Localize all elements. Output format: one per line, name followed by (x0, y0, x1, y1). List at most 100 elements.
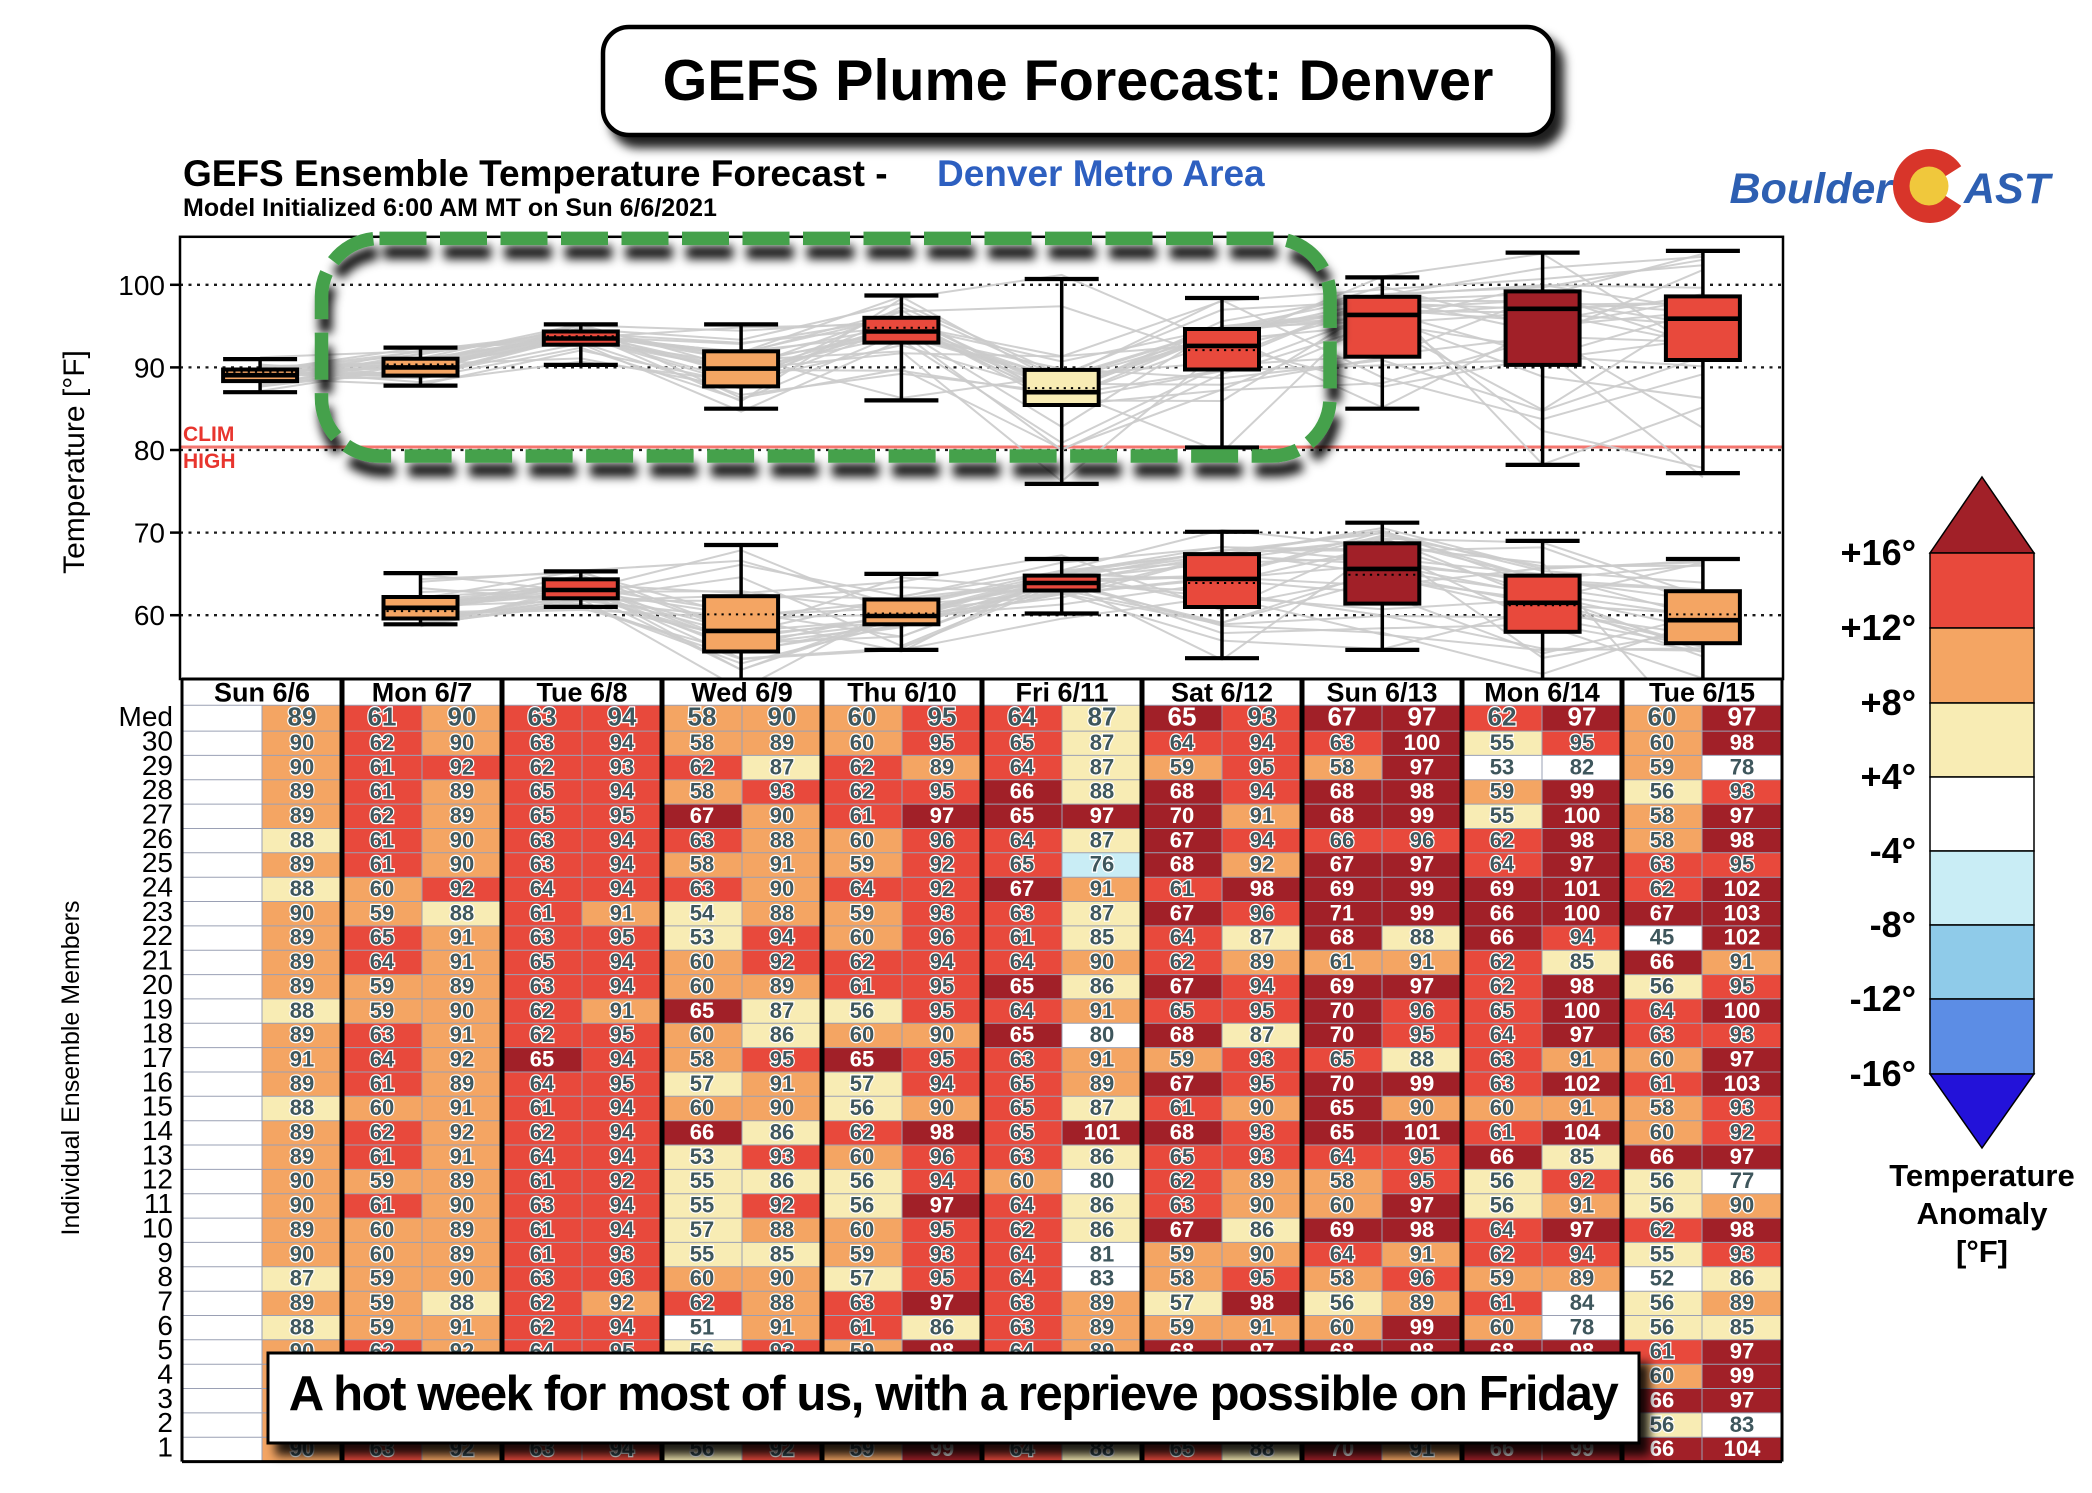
svg-text:94: 94 (1570, 1241, 1595, 1266)
svg-text:91: 91 (450, 925, 474, 950)
svg-text:60: 60 (690, 973, 714, 998)
svg-text:90: 90 (770, 1266, 794, 1291)
svg-text:90: 90 (290, 1168, 314, 1193)
svg-text:88: 88 (770, 1217, 794, 1242)
svg-text:92: 92 (610, 1290, 634, 1315)
svg-text:65: 65 (530, 803, 554, 828)
svg-text:60: 60 (1650, 1363, 1674, 1388)
svg-text:96: 96 (930, 827, 954, 852)
svg-text:65: 65 (1168, 702, 1197, 732)
svg-text:52: 52 (1650, 1266, 1674, 1291)
svg-text:89: 89 (290, 803, 314, 828)
svg-text:69: 69 (1490, 876, 1514, 901)
svg-text:104: 104 (1564, 1120, 1601, 1145)
svg-text:94: 94 (610, 1095, 635, 1120)
svg-text:66: 66 (1490, 925, 1514, 950)
svg-text:Sun 6/6: Sun 6/6 (214, 677, 310, 707)
svg-text:65: 65 (1010, 1071, 1034, 1096)
svg-text:60: 60 (370, 1095, 394, 1120)
svg-text:55: 55 (690, 1168, 714, 1193)
svg-text:94: 94 (610, 1120, 635, 1145)
svg-text:91: 91 (1090, 998, 1114, 1023)
svg-text:64: 64 (1008, 702, 1037, 732)
svg-text:97: 97 (1410, 1193, 1434, 1218)
svg-text:Boulder: Boulder (1730, 165, 1895, 213)
svg-text:-12°: -12° (1850, 978, 1916, 1019)
svg-text:97: 97 (1410, 754, 1434, 779)
svg-text:64: 64 (1330, 1144, 1355, 1169)
svg-text:90: 90 (290, 900, 314, 925)
svg-text:88: 88 (770, 1290, 794, 1315)
svg-text:93: 93 (1250, 1047, 1274, 1072)
svg-text:95: 95 (1730, 852, 1754, 877)
svg-text:94: 94 (610, 973, 635, 998)
svg-text:25: 25 (142, 847, 173, 878)
svg-text:55: 55 (1490, 803, 1514, 828)
svg-text:62: 62 (690, 754, 714, 779)
svg-text:94: 94 (610, 852, 635, 877)
svg-text:86: 86 (1090, 1144, 1114, 1169)
svg-text:94: 94 (610, 779, 635, 804)
svg-text:Med: Med (119, 701, 173, 732)
svg-text:56: 56 (1650, 1412, 1674, 1437)
svg-text:90: 90 (770, 803, 794, 828)
svg-text:56: 56 (1650, 1168, 1674, 1193)
svg-text:95: 95 (930, 973, 954, 998)
svg-text:88: 88 (290, 1095, 314, 1120)
svg-text:24: 24 (142, 872, 173, 903)
svg-text:84: 84 (1570, 1290, 1595, 1315)
svg-text:96: 96 (1410, 998, 1434, 1023)
svg-text:65: 65 (1010, 1022, 1034, 1047)
svg-text:61: 61 (1330, 949, 1354, 974)
svg-text:89: 89 (1090, 1290, 1114, 1315)
svg-text:92: 92 (450, 1047, 474, 1072)
svg-text:100: 100 (1404, 730, 1441, 755)
svg-text:56: 56 (850, 1095, 874, 1120)
svg-text:-8°: -8° (1870, 904, 1916, 945)
svg-text:97: 97 (1410, 852, 1434, 877)
svg-text:92: 92 (1250, 852, 1274, 877)
svg-text:10: 10 (142, 1212, 173, 1243)
svg-text:89: 89 (1090, 1314, 1114, 1339)
svg-text:60: 60 (1330, 1314, 1354, 1339)
svg-text:97: 97 (1568, 702, 1597, 732)
svg-text:Tue 6/8: Tue 6/8 (536, 677, 627, 707)
svg-text:60: 60 (850, 1217, 874, 1242)
svg-text:59: 59 (1170, 754, 1194, 779)
svg-text:69: 69 (1330, 876, 1354, 901)
svg-text:16: 16 (142, 1066, 173, 1097)
svg-text:66: 66 (1650, 1436, 1674, 1461)
svg-text:61: 61 (530, 900, 554, 925)
svg-text:59: 59 (850, 1241, 874, 1266)
svg-text:90: 90 (134, 352, 165, 383)
svg-text:59: 59 (370, 1168, 394, 1193)
svg-text:63: 63 (1010, 1047, 1034, 1072)
svg-text:70: 70 (1330, 998, 1354, 1023)
svg-text:97: 97 (1090, 803, 1114, 828)
svg-text:66: 66 (1490, 1144, 1514, 1169)
svg-text:Temperature: Temperature (1889, 1158, 2075, 1193)
svg-text:88: 88 (450, 900, 474, 925)
svg-text:89: 89 (290, 1071, 314, 1096)
svg-text:+16°: +16° (1841, 532, 1916, 573)
svg-text:58: 58 (1170, 1266, 1194, 1291)
svg-text:60: 60 (1650, 730, 1674, 755)
svg-text:98: 98 (1250, 1290, 1274, 1315)
svg-text:88: 88 (290, 998, 314, 1023)
svg-text:78: 78 (1570, 1314, 1594, 1339)
svg-text:61: 61 (1650, 1339, 1674, 1364)
svg-text:53: 53 (690, 1144, 714, 1169)
svg-text:92: 92 (450, 1120, 474, 1145)
svg-text:53: 53 (690, 925, 714, 950)
svg-text:65: 65 (850, 1047, 874, 1072)
svg-text:63: 63 (1330, 730, 1354, 755)
svg-text:61: 61 (530, 1168, 554, 1193)
svg-text:59: 59 (370, 1314, 394, 1339)
svg-text:67: 67 (1330, 852, 1354, 877)
svg-text:56: 56 (1330, 1290, 1354, 1315)
svg-text:59: 59 (1650, 754, 1674, 779)
svg-text:96: 96 (1250, 900, 1274, 925)
svg-text:68: 68 (1170, 852, 1194, 877)
svg-text:90: 90 (450, 1266, 474, 1291)
svg-text:2: 2 (157, 1407, 173, 1438)
